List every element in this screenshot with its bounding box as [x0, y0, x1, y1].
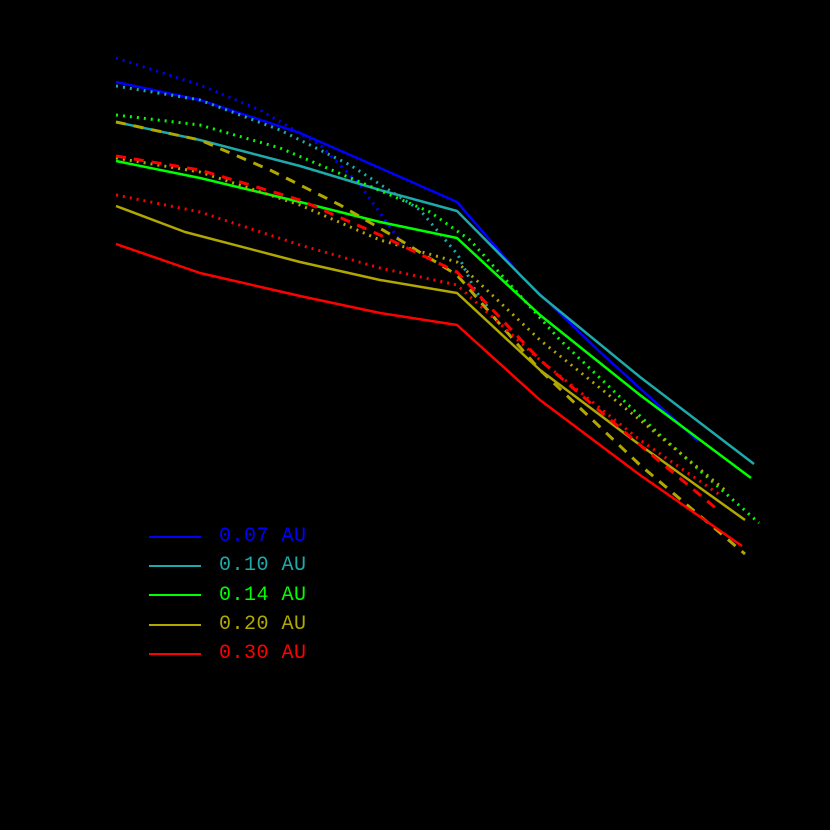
- legend-item-0-14-au: 0.14 AU: [149, 581, 307, 610]
- series-line-0-14-au-dotted: [115, 113, 760, 525]
- series-line-0-07-au-solid: [115, 80, 699, 442]
- legend-item-0-20-au: 0.20 AU: [149, 610, 307, 639]
- legend-swatch-icon: [149, 535, 201, 538]
- series-line-0-10-au-dotted: [115, 84, 492, 311]
- series-layer: [115, 56, 760, 556]
- legend-label: 0.30 AU: [219, 642, 307, 666]
- series-line-0-14-au-solid: [115, 159, 752, 480]
- legend-swatch-icon: [149, 652, 201, 655]
- legend-label: 0.14 AU: [219, 583, 307, 607]
- series-line-0-30-au-solid: [115, 242, 743, 548]
- legend-item-0-10-au: 0.10 AU: [149, 551, 307, 580]
- legend-label: 0.20 AU: [219, 613, 307, 637]
- legend: 0.07 AU 0.10 AU 0.14 AU 0.20 AU 0.30 AU: [149, 522, 307, 668]
- legend-item-0-30-au: 0.30 AU: [149, 639, 307, 668]
- legend-swatch-icon: [149, 564, 201, 567]
- legend-label: 0.07 AU: [219, 525, 307, 549]
- legend-swatch-icon: [149, 623, 201, 626]
- series-line-0-10-au-solid: [115, 120, 755, 465]
- legend-label: 0.10 AU: [219, 554, 307, 578]
- series-line-0-20-au-dashed: [115, 120, 746, 556]
- legend-item-0-07-au: 0.07 AU: [149, 522, 307, 551]
- series-line-0-20-au-solid: [115, 204, 746, 522]
- legend-swatch-icon: [149, 594, 201, 597]
